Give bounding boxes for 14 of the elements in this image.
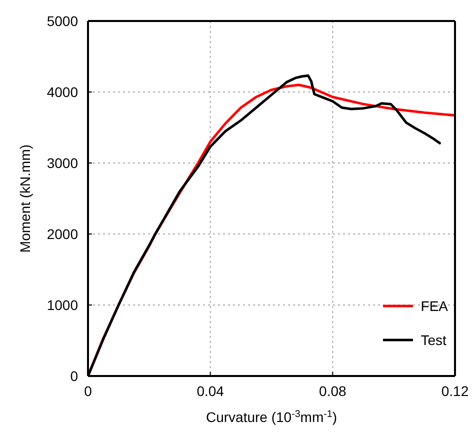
x-tick-label: 0.12 <box>441 382 469 399</box>
y-tick-label: 5000 <box>46 12 78 29</box>
y-axis-title: Moment (kN.mm) <box>17 144 33 253</box>
y-tick-label: 1000 <box>46 296 78 313</box>
x-tick-label: 0 <box>84 382 92 399</box>
x-tick-label: 0.08 <box>319 382 347 399</box>
y-tick-label: 0 <box>70 368 78 384</box>
x-axis-title: Curvature (10$^{-3}$mm$^{-1}$) <box>206 408 338 425</box>
legend-label: Test <box>420 332 446 348</box>
x-tick-label: 0.04 <box>196 382 224 399</box>
y-tick-label: 4000 <box>46 84 78 100</box>
y-tick-label: 2000 <box>46 226 78 242</box>
y-tick-label: 3000 <box>46 154 78 171</box>
legend-label: FEA <box>420 298 448 314</box>
